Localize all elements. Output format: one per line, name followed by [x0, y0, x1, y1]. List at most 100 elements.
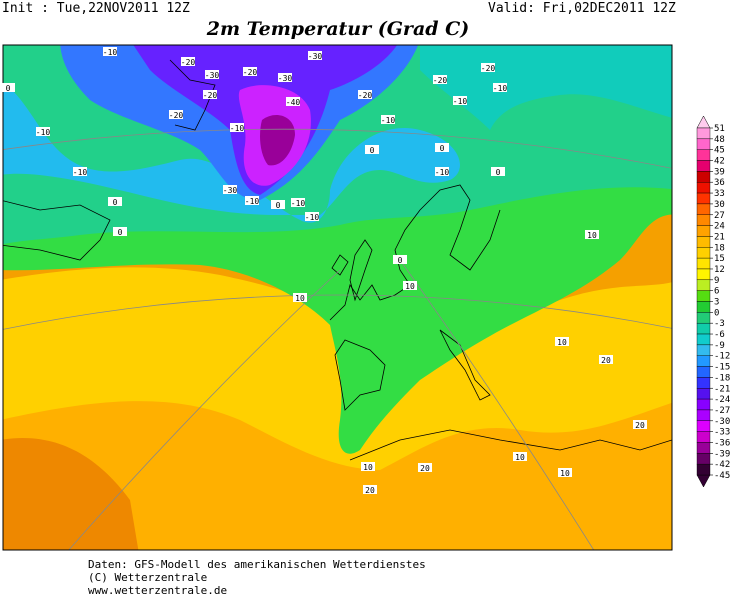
contour-label: -10: [230, 124, 245, 133]
field: [3, 82, 460, 223]
contour-label: -20: [481, 64, 496, 73]
colorbar-swatch: [696, 431, 711, 443]
colorbar-swatch: [696, 203, 711, 215]
colorbar-swatch: [696, 138, 711, 150]
colorbar-swatch: [696, 290, 711, 302]
contour-label-box: [381, 115, 395, 124]
footer-line: www.wetterzentrale.de: [88, 584, 227, 597]
colorbar: 51484542393633302724211815129630-3-6-9-1…: [696, 115, 730, 488]
contour-label-box: [205, 70, 219, 79]
contour-label-box: [108, 197, 122, 206]
colorbar-label: 36: [714, 178, 725, 188]
map-title: 2m Temperatur (Grad C): [206, 18, 470, 40]
colorbar-label: 39: [714, 167, 725, 177]
contour-label-box: [585, 230, 599, 239]
graticule: [3, 128, 672, 550]
colorbar-label: -27: [714, 406, 730, 416]
field: [3, 438, 139, 550]
colorbar-label: -42: [714, 460, 730, 470]
contour-label-box: [358, 90, 372, 99]
valid-time: Valid: Fri,02DEC2011 12Z: [488, 1, 676, 16]
contour-label-box: [393, 255, 407, 264]
contour-label: 10: [363, 463, 373, 472]
colorbar-arrow: [696, 115, 711, 129]
contour-label: 0: [398, 256, 403, 265]
colorbar-swatch: [696, 301, 711, 313]
colorbar-swatch: [696, 333, 711, 346]
colorbar-swatch: [696, 463, 711, 476]
contour-label-box: [103, 47, 117, 56]
contour-label: 20: [420, 464, 430, 473]
contour-label-box: [365, 145, 379, 154]
contour-label: -10: [435, 168, 450, 177]
contour-label: -10: [291, 199, 306, 208]
contour-label-box: [286, 97, 300, 106]
contour-label-box: [633, 420, 647, 429]
colorbar-label: 21: [714, 232, 725, 242]
contour-label: -30: [223, 186, 238, 195]
contour-label-box: [491, 167, 505, 176]
contour-label: -10: [453, 97, 468, 106]
contour-label: 20: [365, 486, 375, 495]
contour-label-box: [435, 167, 449, 176]
colorbar-label: 3: [714, 298, 719, 308]
colorbar-swatch: [696, 268, 711, 281]
contour-label: 10: [557, 338, 567, 347]
contour-label-box: [481, 63, 495, 72]
colorbar-swatch: [696, 182, 711, 194]
contour-label: -20: [181, 58, 196, 67]
footer-line: Daten: GFS-Modell des amerikanischen Wet…: [88, 558, 426, 571]
colorbar-label: -18: [714, 373, 730, 383]
contour-label: -10: [493, 84, 508, 93]
colorbar-label: 48: [714, 135, 725, 145]
colorbar-swatch: [696, 149, 711, 161]
colorbar-label: 42: [714, 157, 725, 167]
colorbar-label: 45: [714, 146, 725, 156]
contour-label: 10: [587, 231, 597, 240]
contour-label: 20: [635, 421, 645, 430]
contour-label: 20: [601, 356, 611, 365]
colorbar-swatch: [696, 279, 711, 291]
colorbar-label: -33: [714, 428, 730, 438]
map: [3, 45, 672, 550]
colorbar-label: 51: [714, 124, 725, 134]
contour-label-box: [363, 485, 377, 494]
colorbar-swatch: [696, 160, 711, 172]
field: [260, 115, 295, 166]
colorbar-label: -45: [714, 471, 730, 481]
colorbar-label: -15: [714, 363, 730, 373]
colorbar-label: 33: [714, 189, 725, 199]
footer-line: (C) Wetterzentrale: [88, 571, 207, 584]
contour-label: 10: [515, 453, 525, 462]
colorbar-label: 24: [714, 222, 725, 232]
colorbar-label: 27: [714, 211, 725, 221]
contour-label: 0: [370, 146, 375, 155]
colorbar-swatch: [696, 453, 711, 465]
colorbar-label: 6: [714, 287, 719, 297]
contour-label-box: [36, 127, 50, 136]
contour-label-box: [558, 468, 572, 477]
contour-label: -30: [278, 74, 293, 83]
colorbar-swatch: [696, 409, 711, 421]
colorbar-label: -21: [714, 384, 730, 394]
colorbar-label: 9: [714, 276, 719, 286]
contour-label: -30: [205, 71, 220, 80]
contour-label-box: [181, 57, 195, 66]
contour-label: -20: [243, 68, 258, 77]
contour-label-box: [599, 355, 613, 364]
contour-label: 0: [6, 84, 11, 93]
colorbar-label: 18: [714, 243, 725, 253]
contour-label: -40: [286, 98, 301, 107]
contour-label-box: [291, 198, 305, 207]
contour-label-box: [73, 167, 87, 176]
colorbar-swatch: [696, 247, 711, 259]
contour-label: 0: [496, 168, 501, 177]
colorbar-swatch: [696, 236, 711, 248]
colorbar-label: 12: [714, 265, 725, 275]
contour-label-box: [278, 73, 292, 82]
contour-label-box: [245, 196, 259, 205]
contour-label-box: [203, 90, 217, 99]
contour-label-box: [493, 83, 507, 92]
colorbar-swatch: [696, 377, 711, 389]
